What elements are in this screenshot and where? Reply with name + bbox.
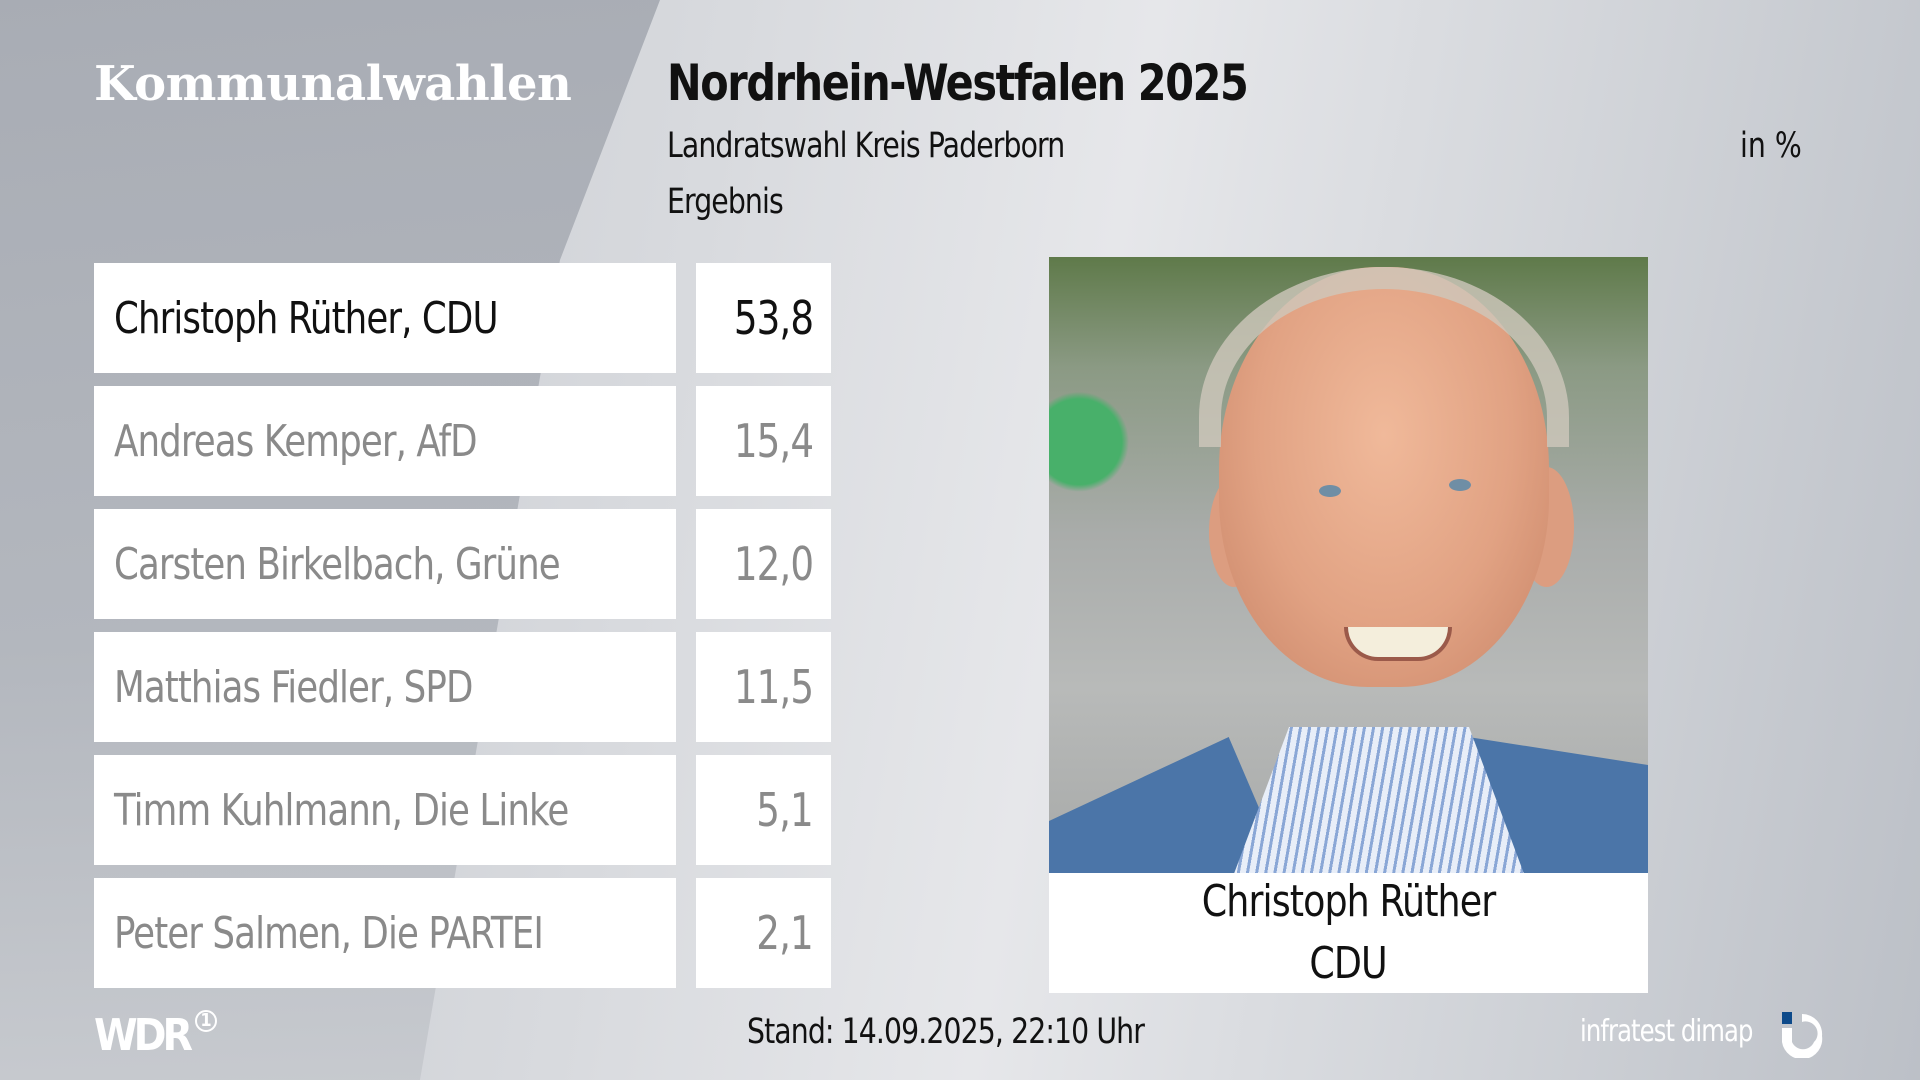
result-row-value: 15,4 [696,386,831,496]
page-title: Nordrhein-Westfalen 2025 [667,54,1249,112]
result-row-value: 53,8 [696,263,831,373]
result-row-label: Peter Salmen, Die PARTEI [94,878,676,988]
result-row-value: 11,5 [696,632,831,742]
timestamp: Stand: 14.09.2025, 22:10 Uhr [747,1012,1145,1052]
result-row-label: Christoph Rüther, CDU [94,263,676,373]
result-row-label: Timm Kuhlmann, Die Linke [94,755,676,865]
portrait-eye-right [1449,479,1471,491]
winner-name: Christoph Rüther [1201,876,1496,927]
result-row-value: 5,1 [696,755,831,865]
winner-party: CDU [1309,938,1388,989]
result-row-label: Andreas Kemper, AfD [94,386,676,496]
winner-caption: Christoph Rüther CDU [1049,873,1648,993]
result-row-value: 2,1 [696,878,831,988]
portrait-eye-left [1319,485,1341,497]
result-row-label: Carsten Birkelbach, Grüne [94,509,676,619]
ard-one-icon: 1 [195,1010,218,1032]
result-row-label: Matthias Fiedler, SPD [94,632,676,742]
result-row-value: 12,0 [696,509,831,619]
infratest-dimap-logo-icon [1782,1012,1823,1058]
subtitle: Landratswahl Kreis Paderborn [667,126,1065,166]
wdr-logo: WDR 1 [94,1010,218,1061]
pollster-name: infratest dimap [1580,1014,1753,1049]
portrait-smile [1344,627,1452,661]
brand-title: Kommunalwahlen [94,56,572,112]
unit-label: in % [1740,126,1802,166]
winner-portrait-photo [1049,257,1648,873]
subtitle-result: Ergebnis [667,182,784,222]
